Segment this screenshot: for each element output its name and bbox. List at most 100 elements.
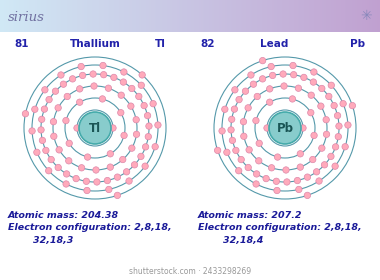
Bar (351, 0, 353, 32)
Bar (162, 0, 164, 32)
Bar (246, 0, 247, 32)
Bar (103, 0, 105, 32)
Circle shape (231, 106, 238, 112)
Bar (274, 0, 275, 32)
Circle shape (110, 125, 116, 131)
Circle shape (107, 164, 114, 170)
Bar (305, 0, 307, 32)
Bar (342, 0, 344, 32)
Text: shutterstock.com · 2433298269: shutterstock.com · 2433298269 (129, 267, 251, 277)
Circle shape (335, 134, 342, 140)
Circle shape (56, 147, 62, 153)
Circle shape (99, 96, 106, 102)
Circle shape (106, 186, 112, 193)
Bar (195, 0, 197, 32)
Circle shape (58, 72, 64, 78)
Bar (353, 0, 355, 32)
Text: 81: 81 (14, 39, 28, 49)
Bar (236, 0, 238, 32)
Bar (65, 0, 66, 32)
Bar (313, 0, 315, 32)
Bar (231, 0, 232, 32)
Bar (285, 0, 287, 32)
Bar (174, 0, 175, 32)
Bar (324, 0, 326, 32)
Bar (109, 0, 111, 32)
Bar (66, 0, 68, 32)
Circle shape (297, 164, 304, 170)
Bar (98, 0, 99, 32)
Circle shape (118, 92, 124, 98)
Bar (91, 0, 93, 32)
Circle shape (78, 63, 84, 70)
Circle shape (304, 174, 310, 180)
Circle shape (152, 144, 158, 150)
Bar (54, 0, 56, 32)
Bar (281, 0, 283, 32)
Text: Pb: Pb (350, 39, 365, 49)
Bar (8, 0, 10, 32)
Bar (301, 0, 303, 32)
Bar (82, 0, 84, 32)
Circle shape (248, 72, 254, 78)
Bar (375, 0, 377, 32)
Circle shape (326, 93, 332, 100)
Circle shape (66, 158, 72, 164)
Bar (201, 0, 203, 32)
Bar (89, 0, 90, 32)
Circle shape (84, 154, 91, 160)
Circle shape (138, 153, 144, 160)
Circle shape (228, 127, 234, 133)
Circle shape (52, 88, 59, 94)
Bar (90, 0, 92, 32)
Circle shape (240, 118, 247, 125)
Circle shape (311, 132, 317, 139)
Circle shape (269, 112, 301, 144)
Bar (366, 0, 368, 32)
Bar (58, 0, 60, 32)
Circle shape (43, 147, 49, 154)
Circle shape (46, 96, 52, 103)
Bar (46, 0, 48, 32)
Bar (352, 0, 354, 32)
Bar (270, 0, 272, 32)
Bar (263, 0, 265, 32)
Bar (193, 0, 194, 32)
Bar (329, 0, 331, 32)
Bar (185, 0, 187, 32)
Bar (266, 0, 268, 32)
Bar (350, 0, 352, 32)
Bar (153, 0, 155, 32)
Bar (252, 0, 254, 32)
Bar (256, 0, 258, 32)
Bar (171, 0, 173, 32)
Circle shape (78, 165, 85, 171)
Bar (132, 0, 133, 32)
Bar (190, 0, 192, 32)
Bar (307, 0, 308, 32)
Circle shape (295, 85, 302, 91)
Bar (333, 0, 335, 32)
Circle shape (34, 149, 40, 155)
Circle shape (76, 86, 83, 92)
Circle shape (142, 144, 149, 150)
Text: Electron configuration: 2,8,18,: Electron configuration: 2,8,18, (198, 223, 362, 232)
Bar (87, 0, 89, 32)
Bar (295, 0, 297, 32)
Bar (372, 0, 374, 32)
Bar (63, 0, 65, 32)
Circle shape (238, 156, 244, 163)
Bar (291, 0, 293, 32)
Bar (30, 0, 32, 32)
Bar (304, 0, 306, 32)
Circle shape (129, 145, 135, 151)
Bar (19, 0, 21, 32)
Bar (215, 0, 217, 32)
Bar (49, 0, 51, 32)
Circle shape (55, 164, 62, 171)
Bar (175, 0, 177, 32)
Circle shape (90, 71, 96, 77)
Bar (251, 0, 253, 32)
Circle shape (84, 187, 90, 194)
Bar (14, 0, 16, 32)
